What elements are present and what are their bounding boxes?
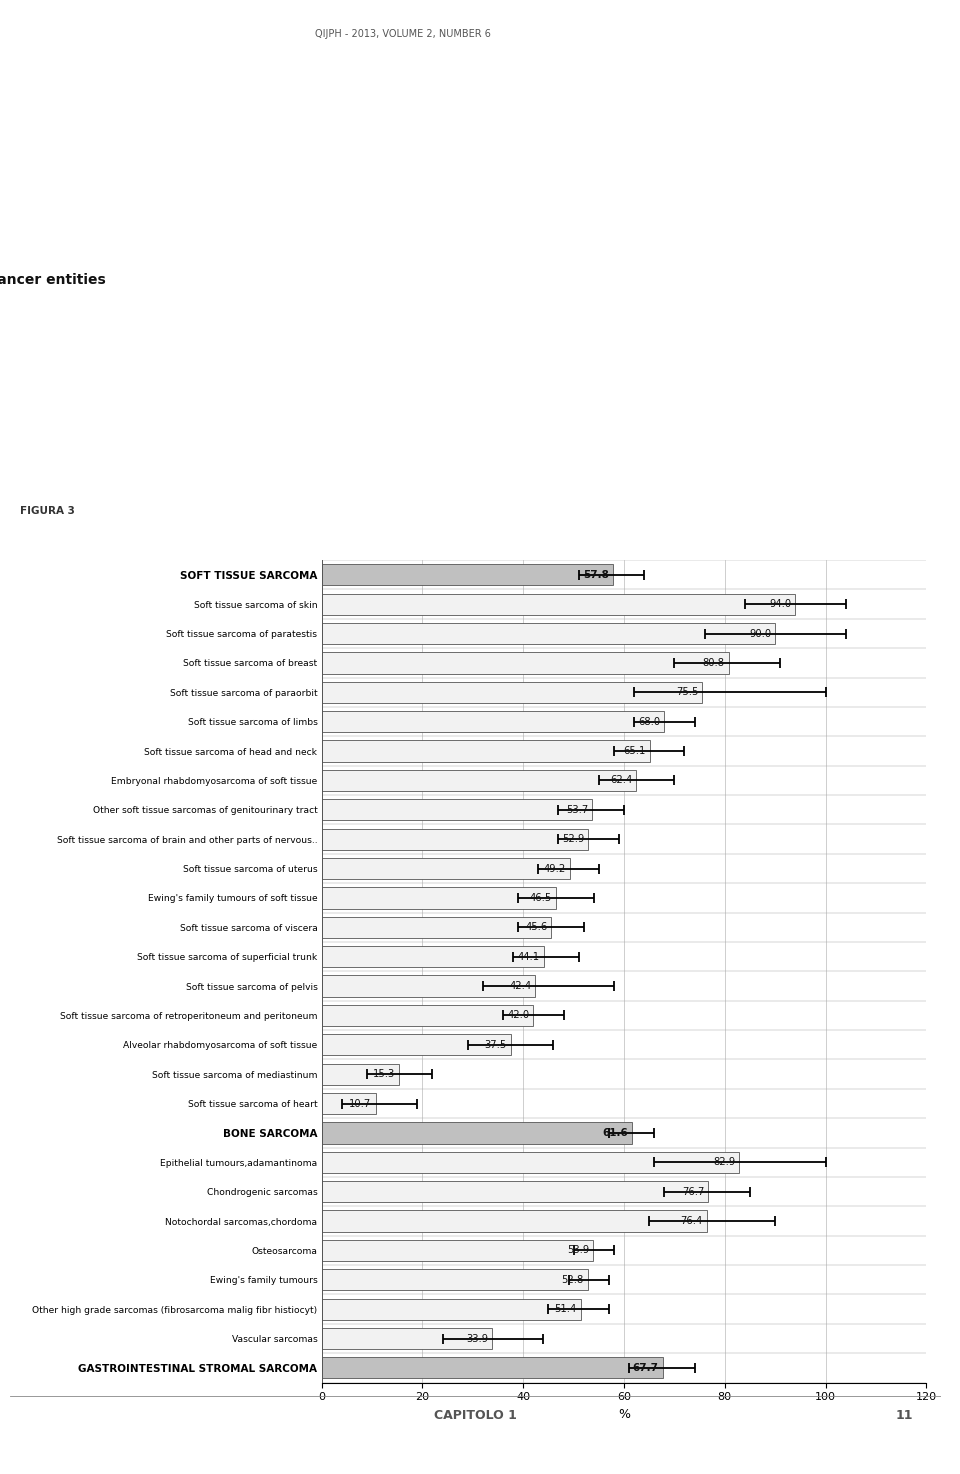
Text: 51.4: 51.4 — [554, 1304, 577, 1315]
Text: ITALIAN JOURNAL OF PUBLIC HEALTH: ITALIAN JOURNAL OF PUBLIC HEALTH — [132, 32, 504, 50]
Text: 57.8: 57.8 — [583, 570, 609, 579]
Bar — [322, 917, 551, 937]
Bar — [322, 1151, 739, 1173]
Bar — [322, 887, 556, 908]
Bar — [322, 799, 592, 821]
Text: 61.6: 61.6 — [602, 1128, 628, 1138]
Text: 44.1: 44.1 — [517, 952, 540, 961]
Bar — [322, 1064, 398, 1085]
Text: 82.9: 82.9 — [713, 1157, 735, 1167]
Text: 52.8: 52.8 — [562, 1275, 584, 1285]
Bar — [322, 1358, 662, 1378]
Bar — [322, 828, 588, 849]
Bar — [322, 858, 569, 879]
Text: 42.0: 42.0 — [507, 1011, 529, 1020]
Text: 15.3: 15.3 — [372, 1069, 395, 1079]
Bar — [322, 1181, 708, 1203]
Text: QIJPH - 2013, VOLUME 2, NUMBER 6: QIJPH - 2013, VOLUME 2, NUMBER 6 — [315, 29, 492, 38]
Text: 76.4: 76.4 — [681, 1216, 703, 1226]
Text: CAPITOLO 1: CAPITOLO 1 — [434, 1409, 516, 1421]
Bar — [322, 594, 796, 615]
Bar — [322, 1094, 375, 1114]
Text: 10.7: 10.7 — [349, 1098, 372, 1108]
Text: 67.7: 67.7 — [633, 1363, 659, 1372]
Bar — [322, 565, 612, 585]
Text: 76.7: 76.7 — [682, 1187, 704, 1197]
X-axis label: %: % — [618, 1408, 630, 1421]
Bar — [322, 1122, 632, 1144]
Text: 62.4: 62.4 — [610, 775, 632, 786]
Text: 65.1: 65.1 — [623, 746, 646, 756]
Text: 37.5: 37.5 — [484, 1039, 507, 1049]
Text: 90.0: 90.0 — [749, 628, 771, 638]
Text: 11: 11 — [896, 1409, 913, 1421]
Bar — [322, 976, 536, 996]
Text: 45.6: 45.6 — [525, 923, 547, 932]
Text: 53.9: 53.9 — [567, 1246, 589, 1256]
Text: 46.5: 46.5 — [530, 893, 552, 904]
Text: 80.8: 80.8 — [703, 657, 725, 668]
Text: 68.0: 68.0 — [638, 716, 660, 727]
Bar — [322, 1035, 511, 1055]
Bar — [322, 682, 702, 703]
Text: 75.5: 75.5 — [676, 687, 698, 697]
Text: 33.9: 33.9 — [467, 1334, 489, 1343]
Text: 53.7: 53.7 — [566, 805, 588, 815]
Bar — [322, 653, 729, 674]
Bar — [322, 1299, 581, 1319]
Bar — [322, 1240, 593, 1260]
Text: 42.4: 42.4 — [509, 982, 531, 991]
Bar — [322, 740, 650, 762]
Bar — [322, 1269, 588, 1290]
Text: 94.0: 94.0 — [769, 600, 791, 609]
Text: PROBABILITÀ DI SOPRAVVIVENZA A 5 ANNI IN ACCORDO AL TIPO DI TUMORE [3]: PROBABILITÀ DI SOPRAVVIVENZA A 5 ANNI IN… — [241, 531, 709, 542]
Text: Cancer entities: Cancer entities — [0, 273, 106, 287]
Bar — [322, 710, 664, 733]
Text: 49.2: 49.2 — [543, 864, 565, 874]
Text: 52.9: 52.9 — [562, 834, 585, 845]
Bar — [322, 1210, 707, 1232]
Text: FIGURA 3: FIGURA 3 — [19, 507, 75, 516]
Bar — [322, 1328, 492, 1349]
Bar — [322, 624, 776, 644]
Bar — [322, 1005, 534, 1026]
Bar — [322, 769, 636, 792]
Bar — [322, 946, 544, 967]
